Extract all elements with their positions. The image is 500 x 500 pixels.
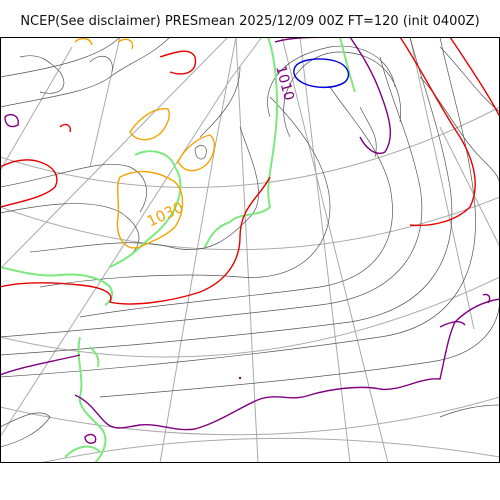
isobar-1020 [59,123,72,133]
meridian [281,37,389,463]
isobars-1000 [293,58,350,89]
meridian [299,37,351,463]
coastline [204,37,279,248]
isobar [283,51,401,138]
isobar [0,37,171,108]
parallel [0,396,500,436]
parallel [0,106,500,188]
isobar [39,96,331,288]
coastline [0,266,114,306]
isobar [29,126,259,253]
coastline [109,150,182,268]
isobar [0,163,147,213]
isobar-1030 [116,170,184,249]
meridian [89,37,121,168]
isobar [0,37,453,356]
coastline [64,445,101,458]
graticule [0,37,500,463]
isobar [89,55,113,73]
isobar-1010 [0,354,81,376]
isobar-1020 [449,37,500,118]
pressure-map: 1030 1010 [0,37,500,463]
map-title: NCEP(See disclaimer) PRESmean 2025/12/09… [20,14,480,29]
meridian [439,126,500,248]
parallel [0,196,500,251]
meridian [0,46,73,172]
isobar-1010 [4,113,19,128]
station-dot [238,376,242,380]
isobar-1030 [117,38,134,50]
isobar [267,45,396,118]
isobar-1020 [0,176,271,305]
meridian [0,37,229,270]
isobar-1010 [349,37,391,154]
isobar [19,55,65,94]
isobar-1020 [159,50,197,75]
isobar-1010 [439,320,466,328]
isobar-1010 [84,433,97,444]
isobar [0,37,121,78]
isobar-1010 [482,293,491,304]
parallel [39,437,500,463]
isobar [0,56,423,338]
isobar-1020 [0,159,58,208]
isobar-1020 [399,37,476,227]
isobars-1030 [74,37,216,249]
isobar [0,37,476,378]
coastlines [0,37,356,463]
isobar [199,66,241,138]
coastline [77,336,107,463]
isobar-1030 [74,37,93,46]
isobar-1030 [177,134,216,172]
isobar [79,86,393,318]
isobars-1020 [0,37,500,305]
meridian [409,37,475,330]
isobar [419,76,500,188]
isobars-thin [0,37,500,448]
isobar-1030 [129,108,170,141]
meridian [0,37,263,438]
isobar [0,412,51,448]
isobar-1000 [293,58,350,89]
isobar [194,144,207,160]
coastline [339,37,356,93]
isobars-1010 [0,37,500,444]
map-canvas: 1030 1010 [0,37,500,463]
coastline [89,346,100,368]
isobar [439,404,500,418]
isobar [99,296,500,398]
isobar-1010 [74,298,500,431]
